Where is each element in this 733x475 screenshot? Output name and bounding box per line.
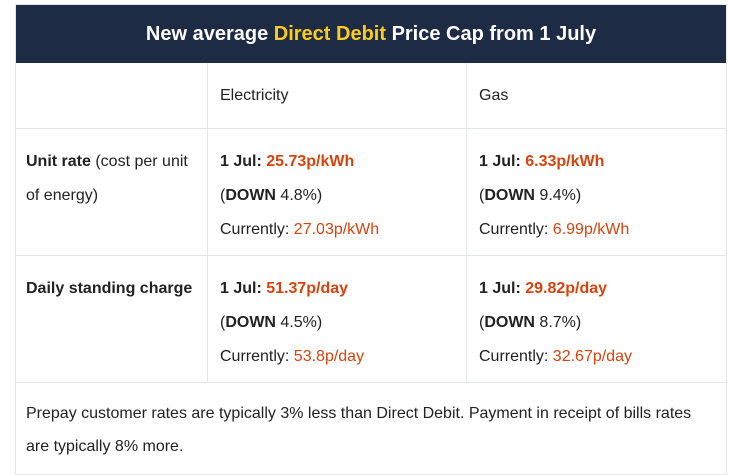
table-row-unit-rate: Unit rate (cost per unit of energy) 1 Ju… [16, 128, 726, 256]
column-header-gas: Gas [466, 63, 726, 129]
change-word: DOWN [225, 314, 276, 331]
new-value: 6.33p/kWh [525, 153, 605, 170]
price-cap-card: New average Direct Debit Price Cap from … [15, 4, 727, 475]
table-row-standing-charge: Daily standing charge 1 Jul: 51.37p/day … [16, 255, 726, 383]
current-value: 27.03p/kWh [293, 221, 380, 238]
current-value: 53.8p/day [293, 348, 365, 365]
new-value: 25.73p/kWh [266, 153, 355, 170]
cell-gas-unit-rate: 1 Jul: 6.33p/kWh (DOWN 9.4%) Currently: … [466, 128, 726, 256]
footnote: Prepay customer rates are typically 3% l… [26, 405, 692, 455]
current-label: Currently: [479, 221, 553, 238]
row-label-rest: (cost per unit of energy) [26, 153, 188, 204]
current-value: 32.67p/day [552, 348, 632, 365]
new-value: 51.37p/day [266, 280, 349, 297]
current-label: Currently: [220, 221, 294, 238]
new-value: 29.82p/day [525, 280, 608, 297]
current-value: 6.99p/kWh [552, 221, 630, 238]
new-label: 1 Jul: [479, 153, 526, 170]
column-header-electricity: Electricity [207, 63, 467, 129]
new-label: 1 Jul: [220, 153, 267, 170]
current-label: Currently: [220, 348, 294, 365]
cell-electricity-standing-charge: 1 Jul: 51.37p/day (DOWN 4.5%) Currently:… [207, 255, 467, 383]
new-label: 1 Jul: [479, 280, 526, 297]
current-label: Currently: [479, 348, 553, 365]
row-label-bold: Daily standing charge [26, 280, 193, 297]
change-value: 4.8% [275, 187, 317, 204]
row-label-bold: Unit rate [26, 153, 91, 170]
column-header-row: Electricity Gas [16, 63, 726, 129]
cell-gas-standing-charge: 1 Jul: 29.82p/day (DOWN 8.7%) Currently:… [466, 255, 726, 383]
table-title: New average Direct Debit Price Cap from … [16, 5, 726, 63]
title-prefix: New average [145, 22, 269, 45]
empty-header-cell [16, 63, 208, 129]
change-value: 8.7% [534, 314, 576, 331]
change-word: DOWN [484, 314, 535, 331]
price-table: Electricity Gas Unit rate (cost per unit… [16, 63, 726, 383]
row-label-standing-charge: Daily standing charge [16, 255, 208, 383]
title-highlight: Direct Debit [273, 22, 386, 45]
change-word: DOWN [484, 187, 535, 204]
new-label: 1 Jul: [220, 280, 267, 297]
change-value: 9.4% [534, 187, 576, 204]
title-suffix: Price Cap from 1 July [391, 22, 597, 45]
change-value: 4.5% [275, 314, 317, 331]
row-label-unit-rate: Unit rate (cost per unit of energy) [16, 128, 208, 256]
change-word: DOWN [225, 187, 276, 204]
cell-electricity-unit-rate: 1 Jul: 25.73p/kWh (DOWN 4.8%) Currently:… [207, 128, 467, 256]
